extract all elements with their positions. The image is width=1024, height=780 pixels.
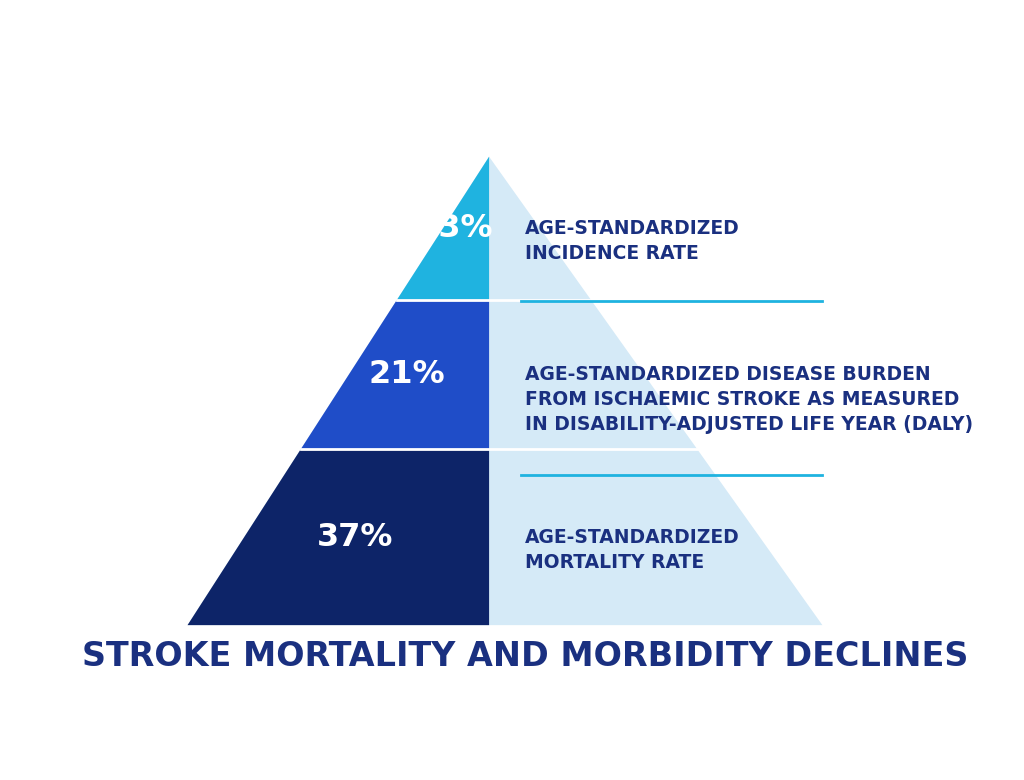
Text: AGE-STANDARDIZED
INCIDENCE RATE: AGE-STANDARDIZED INCIDENCE RATE	[524, 218, 739, 263]
Text: 37%: 37%	[316, 522, 393, 553]
Polygon shape	[301, 300, 489, 449]
Polygon shape	[187, 157, 822, 625]
Text: AGE-STANDARDIZED DISEASE BURDEN
FROM ISCHAEMIC STROKE AS MEASURED
IN DISABILITY-: AGE-STANDARDIZED DISEASE BURDEN FROM ISC…	[524, 365, 973, 434]
Text: AGE-STANDARDIZED
MORTALITY RATE: AGE-STANDARDIZED MORTALITY RATE	[524, 528, 739, 572]
Text: 21%: 21%	[369, 359, 445, 390]
Text: STROKE MORTALITY AND MORBIDITY DECLINES: STROKE MORTALITY AND MORBIDITY DECLINES	[82, 640, 968, 673]
Polygon shape	[187, 449, 489, 625]
Text: 13%: 13%	[416, 213, 493, 243]
Polygon shape	[397, 157, 489, 300]
